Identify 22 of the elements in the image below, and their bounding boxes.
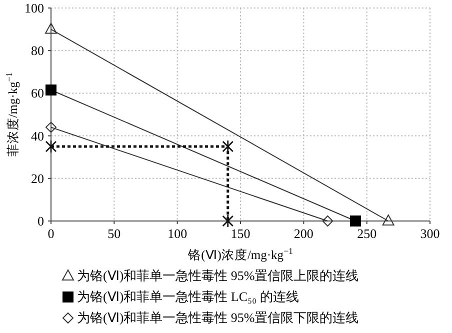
x-tick-label: 0 — [48, 226, 54, 241]
point — [222, 214, 234, 228]
y-tick-label: 60 — [31, 86, 44, 101]
x-tick-label: 50 — [108, 226, 121, 241]
x-tick-label: 300 — [420, 226, 440, 241]
y-tick-label: 20 — [31, 170, 44, 186]
y-tick-label: 100 — [24, 0, 44, 16]
y-tick-label: 80 — [31, 43, 44, 58]
legend-label: 为铬(Ⅵ)和菲单一急性毒性 95%置信限下限的连线 — [77, 310, 359, 325]
legend-label: 为铬(Ⅵ)和菲单一急性毒性 LC₅₀ 的连线 — [77, 289, 299, 304]
x-axis-title: 铬(Ⅵ)浓度/mg·kg$^{−1}$ — [187, 246, 293, 262]
y-tick-label: 0 — [38, 214, 44, 228]
legend-label: 为铬(Ⅵ)和菲单一急性毒性 95%置信限上限的连线 — [77, 268, 359, 283]
x-tick-label: 200 — [294, 226, 314, 241]
x-tick-label: 250 — [357, 226, 377, 241]
point — [322, 216, 334, 226]
point — [222, 140, 234, 154]
y-tick-label: 40 — [31, 128, 44, 144]
point — [46, 122, 56, 133]
x-tick-label: 100 — [168, 226, 188, 241]
point — [45, 140, 57, 154]
x-tick-label: 150 — [230, 226, 250, 241]
